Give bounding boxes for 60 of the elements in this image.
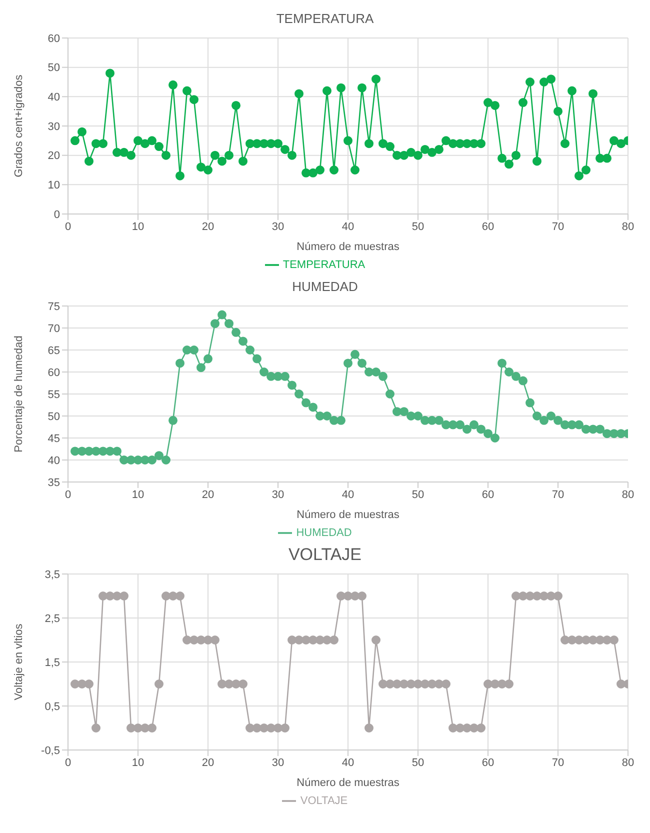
x-axis-title: Número de muestras	[296, 509, 400, 521]
x-tick-label: 0	[64, 756, 72, 769]
x-tick-label: 0	[64, 220, 72, 233]
x-tick-label: 40	[342, 488, 354, 501]
y-tick-label: 2,5	[44, 612, 60, 625]
x-tick-label: 70	[552, 220, 564, 233]
y-tick-label: 60	[48, 32, 60, 45]
y-tick-label: 30	[48, 120, 60, 133]
x-tick-label: 10	[132, 488, 144, 501]
y-tick-label: 45	[48, 432, 60, 445]
x-tick-label: 50	[412, 756, 424, 769]
y-tick-label: 20	[48, 150, 60, 162]
x-tick-label: 20	[202, 220, 214, 233]
y-tick-label: 65	[48, 344, 60, 357]
x-tick-label: 70	[552, 756, 564, 769]
y-tick-label: 40	[48, 454, 60, 467]
x-tick-label: 50	[412, 220, 424, 233]
legend-label: HUMEDAD	[296, 526, 352, 539]
y-tick-label: 40	[48, 92, 60, 104]
y-tick-label: 1,5	[44, 656, 60, 669]
chart-title: TEMPERATURA	[275, 10, 375, 28]
x-tick-label: 80	[622, 756, 634, 769]
x-tick-label: 60	[482, 220, 494, 233]
x-tick-label: 10	[132, 220, 144, 233]
x-tick-label: 0	[64, 488, 72, 501]
x-tick-label: 50	[412, 488, 424, 501]
x-tick-label: 40	[342, 756, 354, 769]
y-tick-label: 3,5	[44, 568, 60, 581]
y-tick-label: 50	[48, 410, 60, 423]
x-tick-label: 20	[202, 756, 214, 769]
chart-title: HUMEDAD	[291, 278, 359, 296]
x-axis-title: Número de muestras	[296, 777, 400, 789]
x-tick-label: 70	[552, 488, 564, 501]
y-tick-label: 10	[48, 180, 60, 192]
y-tick-label: 50	[48, 62, 60, 74]
y-axis-title: Voltaje en vltios	[12, 623, 25, 700]
chart-title: VOLTAJE	[287, 544, 363, 566]
y-tick-label: 0,5	[44, 700, 60, 713]
x-tick-label: 30	[272, 488, 284, 501]
legend-label: VOLTAJE	[300, 794, 348, 807]
y-tick-label: 55	[48, 388, 60, 401]
x-tick-label: 30	[272, 220, 284, 233]
x-tick-label: 60	[482, 488, 494, 501]
x-tick-label: 80	[622, 488, 634, 501]
x-axis-title: Número de muestras	[296, 241, 400, 253]
x-tick-label: 20	[202, 488, 214, 501]
legend-label: TEMPERATURA	[282, 258, 366, 271]
x-tick-label: 80	[622, 220, 634, 233]
x-tick-label: 40	[342, 220, 354, 233]
y-tick-label: 75	[48, 300, 60, 313]
x-tick-label: 10	[132, 756, 144, 769]
x-tick-label: 30	[272, 756, 284, 769]
y-tick-label: 0	[54, 208, 60, 221]
y-tick-label: -0,5	[41, 744, 60, 757]
y-tick-label: 35	[48, 476, 60, 489]
y-tick-label: 60	[48, 366, 60, 379]
y-axis-title: Grados cent+igrados	[12, 74, 25, 178]
x-tick-label: 60	[482, 756, 494, 769]
y-tick-label: 70	[48, 322, 60, 335]
y-axis-title: Porcentaje de humedad	[12, 336, 25, 452]
